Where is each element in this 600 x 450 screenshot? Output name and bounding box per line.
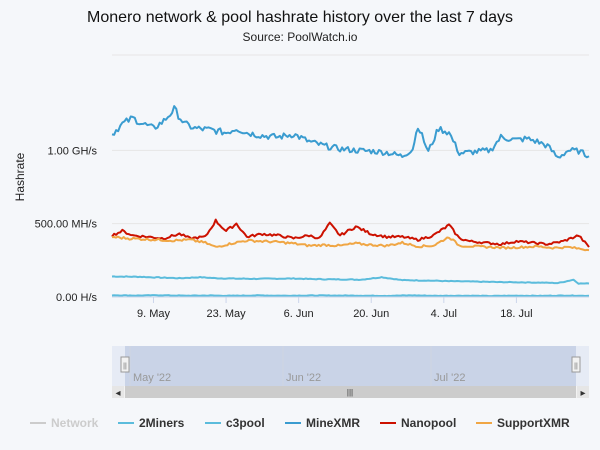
series-lines bbox=[111, 105, 590, 298]
legend-label: Network bbox=[51, 416, 99, 430]
navigator[interactable]: May '22 Jun '22 Jul '22 || || ◂ ▸ ||| bbox=[112, 346, 589, 399]
y-axis-ticks: 0.00 H/s 500.00 MH/s 1.00 GH/s bbox=[35, 145, 98, 304]
scroll-right-arrow-icon: ▸ bbox=[580, 388, 585, 399]
navigator-right-handle-glyph: || bbox=[574, 363, 578, 370]
series-line-c3pool bbox=[111, 294, 590, 298]
scroll-right-button[interactable] bbox=[577, 386, 589, 398]
navigator-month-labels: May '22 Jun '22 Jul '22 bbox=[129, 346, 465, 386]
legend-label: MineXMR bbox=[306, 416, 360, 430]
chart-subtitle: Source: PoolWatch.io bbox=[243, 30, 358, 44]
x-tick-label: 18. Jul bbox=[500, 308, 532, 320]
legend-item-minexmr[interactable]: MineXMR bbox=[285, 416, 360, 430]
legend-label: Nanopool bbox=[401, 416, 456, 430]
scroll-left-button[interactable] bbox=[112, 386, 124, 398]
x-tick-label: 20. Jun bbox=[353, 308, 389, 320]
legend: Network 2Miners c3pool MineXMR Nanopool Suppo… bbox=[30, 416, 570, 430]
legend-item-supportxmr[interactable]: SupportXMR bbox=[476, 416, 570, 430]
series-line-2miners bbox=[111, 275, 590, 285]
x-tick-label: 23. May bbox=[206, 308, 246, 320]
legend-item-network[interactable]: Network bbox=[30, 416, 99, 430]
navigator-left-handle[interactable]: || bbox=[120, 356, 130, 373]
x-tick-label: 6. Jun bbox=[284, 308, 314, 320]
scroll-thumb-grip-icon: ||| bbox=[347, 388, 353, 397]
legend-label: c3pool bbox=[226, 416, 265, 430]
y-tick-label: 1.00 GH/s bbox=[47, 145, 97, 157]
series-line-supportxmr bbox=[111, 235, 590, 252]
y-tick-label: 500.00 MH/s bbox=[35, 219, 98, 231]
legend-item-nanopool[interactable]: Nanopool bbox=[380, 416, 456, 430]
x-tick-label: 4. Jul bbox=[431, 308, 457, 320]
x-axis-ticks: 9. May 23. May 6. Jun 20. Jun 4. Jul 18. Jul bbox=[137, 297, 533, 320]
y-axis-label: Hashrate bbox=[13, 152, 27, 201]
legend-label: 2Miners bbox=[139, 416, 185, 430]
x-tick-label: 9. May bbox=[137, 308, 171, 320]
legend-item-c3pool[interactable]: c3pool bbox=[205, 416, 265, 430]
legend-item-2miners[interactable]: 2Miners bbox=[118, 416, 185, 430]
navigator-label: May '22 bbox=[133, 372, 171, 384]
chart-title: Monero network & pool hashrate history o… bbox=[87, 9, 513, 26]
y-tick-label: 0.00 H/s bbox=[56, 292, 97, 304]
navigator-label: Jun '22 bbox=[286, 372, 321, 384]
scroll-left-arrow-icon: ◂ bbox=[115, 388, 120, 399]
grid-lines bbox=[112, 54, 589, 298]
navigator-right-handle[interactable]: || bbox=[571, 356, 581, 373]
navigator-label: Jul '22 bbox=[434, 372, 465, 384]
navigator-selection[interactable] bbox=[125, 346, 576, 386]
navigator-scrollbar-thumb[interactable] bbox=[125, 386, 576, 398]
legend-label: SupportXMR bbox=[497, 416, 570, 430]
series-line-minexmr bbox=[111, 105, 590, 159]
navigator-left-handle-glyph: || bbox=[123, 363, 127, 370]
